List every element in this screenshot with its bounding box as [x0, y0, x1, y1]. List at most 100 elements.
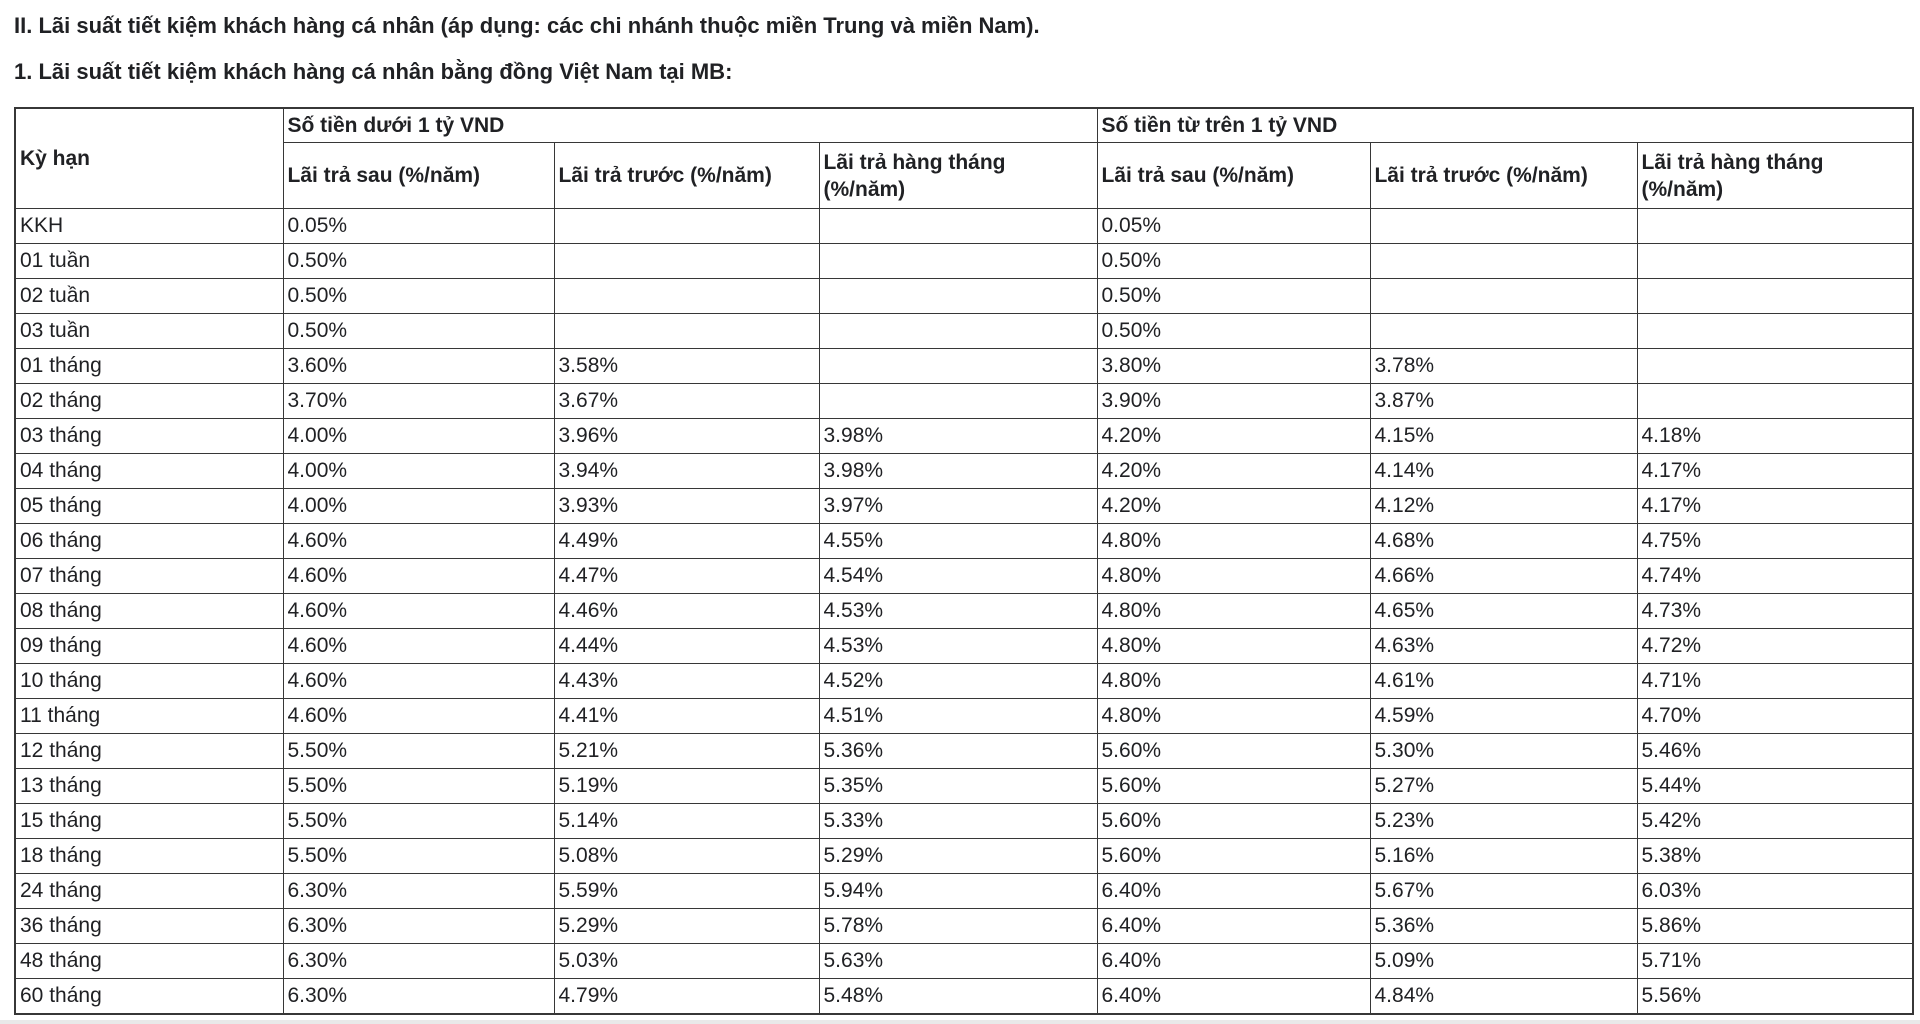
column-header-interest-at-maturity-under: Lãi trả sau (%/năm): [282, 142, 555, 209]
rate-cell: 4.00%: [282, 488, 555, 524]
rate-cell: 3.60%: [282, 348, 555, 384]
rate-cell: 6.30%: [282, 873, 555, 909]
rate-cell: 0.50%: [1096, 313, 1371, 349]
term-cell: 02 tháng: [14, 383, 284, 419]
rate-cell: 4.55%: [818, 523, 1098, 559]
rate-cell: 5.60%: [1096, 803, 1371, 839]
group-header-row: Kỳ hạn Số tiền dưới 1 tỷ VND Số tiền từ …: [14, 107, 1914, 209]
rate-cell: 4.65%: [1369, 593, 1638, 629]
rate-cell: 6.40%: [1096, 943, 1371, 979]
rate-cell: 6.30%: [282, 978, 555, 1015]
rate-cell: 4.80%: [1096, 628, 1371, 664]
rate-cell: 4.60%: [282, 523, 555, 559]
rate-cell: 4.80%: [1096, 593, 1371, 629]
rate-cell: 5.50%: [282, 733, 555, 769]
rate-cell: 5.03%: [553, 943, 820, 979]
rate-cell: 4.14%: [1369, 453, 1638, 489]
rate-cell: [553, 243, 820, 279]
table-row: 07 tháng 4.60% 4.47% 4.54% 4.80% 4.66% 4.74%: [14, 558, 1914, 594]
rate-cell: 4.68%: [1369, 523, 1638, 559]
column-header-interest-monthly-over: Lãi trả hàng tháng (%/năm): [1636, 142, 1914, 209]
sub-header-row: Lãi trả sau (%/năm) Lãi trả trước (%/năm…: [15, 142, 1914, 209]
rate-cell: 5.63%: [818, 943, 1098, 979]
table-row: 02 tuần 0.50% 0.50%: [14, 278, 1914, 314]
term-cell: 05 tháng: [14, 488, 284, 524]
rate-cell: 4.60%: [282, 628, 555, 664]
rate-cell: 4.51%: [818, 698, 1098, 734]
rate-cell: 6.03%: [1636, 873, 1914, 909]
rate-cell: 5.44%: [1636, 768, 1914, 804]
rate-cell: 4.52%: [818, 663, 1098, 699]
rate-cell: 4.59%: [1369, 698, 1638, 734]
rate-cell: 3.90%: [1096, 383, 1371, 419]
term-cell: 11 tháng: [14, 698, 284, 734]
term-cell: 18 tháng: [14, 838, 284, 874]
rate-cell: 4.60%: [282, 593, 555, 629]
rate-cell: 4.00%: [282, 453, 555, 489]
column-header-interest-monthly-under: Lãi trả hàng tháng (%/năm): [818, 142, 1098, 209]
table-row: 01 tuần 0.50% 0.50%: [14, 243, 1914, 279]
rate-cell: [1636, 313, 1914, 349]
rate-cell: 5.36%: [818, 733, 1098, 769]
table-body: KKH 0.05% 0.05% 01 tuần 0.50% 0.50% 02 tuần 0.5…: [14, 208, 1914, 1015]
rate-cell: [1369, 278, 1638, 314]
rate-cell: 4.17%: [1636, 488, 1914, 524]
rate-cell: 5.38%: [1636, 838, 1914, 874]
rate-cell: 4.79%: [553, 978, 820, 1015]
table-row: 08 tháng 4.60% 4.46% 4.53% 4.80% 4.65% 4.73%: [14, 593, 1914, 629]
rate-cell: 5.67%: [1369, 873, 1638, 909]
rate-cell: 3.98%: [818, 418, 1098, 454]
term-cell: 06 tháng: [14, 523, 284, 559]
rate-cell: 4.54%: [818, 558, 1098, 594]
rate-cell: 0.50%: [282, 243, 555, 279]
rate-cell: 5.94%: [818, 873, 1098, 909]
rate-cell: 5.16%: [1369, 838, 1638, 874]
table-row: 03 tháng 4.00% 3.96% 3.98% 4.20% 4.15% 4.18%: [14, 418, 1914, 454]
rate-cell: 3.58%: [553, 348, 820, 384]
rate-cell: 4.71%: [1636, 663, 1914, 699]
rate-cell: 5.08%: [553, 838, 820, 874]
rate-cell: 4.49%: [553, 523, 820, 559]
table-row: 24 tháng 6.30% 5.59% 5.94% 6.40% 5.67% 6.03%: [14, 873, 1914, 909]
table-row: 03 tuần 0.50% 0.50%: [14, 313, 1914, 349]
rate-cell: 5.59%: [553, 873, 820, 909]
rate-cell: 4.46%: [553, 593, 820, 629]
rate-cell: 4.80%: [1096, 523, 1371, 559]
rate-cell: 5.50%: [282, 768, 555, 804]
rate-cell: 4.80%: [1096, 663, 1371, 699]
rate-cell: 5.19%: [553, 768, 820, 804]
rate-cell: 6.40%: [1096, 978, 1371, 1015]
column-header-interest-prepaid-under: Lãi trả trước (%/năm): [553, 142, 820, 209]
page-bottom-edge: [0, 1020, 1920, 1024]
term-cell: 01 tháng: [14, 348, 284, 384]
rate-cell: 5.60%: [1096, 733, 1371, 769]
rate-cell: 6.40%: [1096, 908, 1371, 944]
rate-cell: 4.61%: [1369, 663, 1638, 699]
group-header-under-1-billion: Số tiền dưới 1 tỷ VND: [282, 107, 1098, 143]
rate-cell: 5.56%: [1636, 978, 1914, 1015]
rate-cell: 4.17%: [1636, 453, 1914, 489]
column-header-term: Kỳ hạn: [14, 107, 284, 209]
rate-cell: 6.40%: [1096, 873, 1371, 909]
term-cell: 12 tháng: [14, 733, 284, 769]
rate-cell: 4.70%: [1636, 698, 1914, 734]
rate-cell: 4.60%: [282, 663, 555, 699]
rate-cell: [1636, 348, 1914, 384]
rate-cell: 5.29%: [553, 908, 820, 944]
rate-cell: 5.48%: [818, 978, 1098, 1015]
rate-cell: 4.44%: [553, 628, 820, 664]
rate-cell: 5.09%: [1369, 943, 1638, 979]
rate-cell: 5.86%: [1636, 908, 1914, 944]
rate-cell: 3.78%: [1369, 348, 1638, 384]
term-cell: 09 tháng: [14, 628, 284, 664]
rate-cell: 5.35%: [818, 768, 1098, 804]
rate-cell: 4.20%: [1096, 453, 1371, 489]
rate-cell: 5.71%: [1636, 943, 1914, 979]
section-title: II. Lãi suất tiết kiệm khách hàng cá nhâ…: [14, 13, 1040, 38]
rate-cell: 0.05%: [282, 208, 555, 244]
rate-cell: 4.72%: [1636, 628, 1914, 664]
rate-cell: 3.97%: [818, 488, 1098, 524]
table-row: 48 tháng 6.30% 5.03% 5.63% 6.40% 5.09% 5.71%: [14, 943, 1914, 979]
rate-cell: 3.67%: [553, 383, 820, 419]
